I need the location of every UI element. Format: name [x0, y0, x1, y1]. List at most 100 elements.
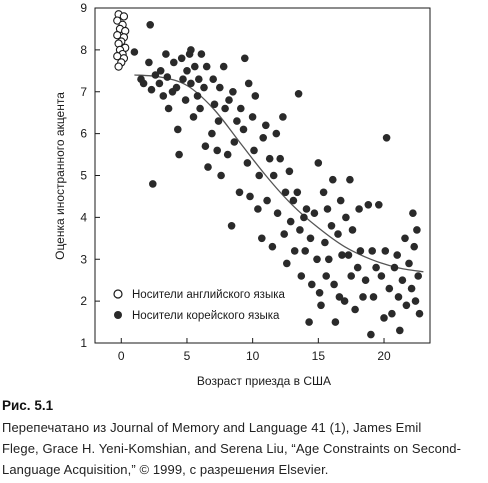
figure-label: Рис. 5.1: [2, 398, 54, 413]
korean-speaker-point: [305, 318, 313, 326]
korean-speaker-point: [259, 134, 268, 142]
korean-speaker-point: [155, 79, 164, 88]
korean-speaker-point: [213, 146, 221, 155]
korean-speaker-point: [308, 280, 316, 289]
korean-speaker-point: [272, 129, 281, 138]
x-tick-label: 15: [312, 349, 326, 363]
korean-speaker-point: [139, 79, 148, 88]
korean-speaker-point: [411, 297, 420, 305]
legend-english-label: Носители английского языка: [132, 289, 285, 301]
y-axis-ticks: 1 2 3 4 5 6 7 8 9: [80, 1, 100, 350]
korean-speaker-point: [280, 230, 289, 238]
korean-speaker-point: [273, 209, 282, 217]
korean-speaker-point: [214, 117, 223, 125]
korean-speaker-point: [269, 171, 278, 180]
korean-speaker-point: [364, 201, 373, 209]
figure-source-line-2: Flege, Grace H. Yeni-Komshian, and Seren…: [2, 441, 462, 456]
korean-speaker-point: [297, 272, 306, 280]
korean-speaker-point: [187, 46, 195, 54]
korean-speaker-point: [281, 188, 290, 197]
korean-speaker-point: [410, 242, 419, 251]
figure-source: Перепечатано из Journal of Memory and La…: [2, 417, 488, 480]
korean-speaker-point: [283, 259, 291, 268]
korean-speaker-point: [248, 113, 257, 121]
korean-speaker-point: [355, 205, 363, 213]
korean-speaker-point: [319, 188, 328, 197]
korean-speaker-point: [223, 150, 232, 159]
korean-speaker-point: [342, 213, 350, 222]
korean-speaker-point: [262, 121, 270, 130]
korean-speaker-point: [179, 75, 187, 83]
korean-speaker-point: [415, 309, 424, 318]
korean-speaker-point: [302, 205, 311, 213]
korean-speaker-point: [335, 293, 344, 301]
korean-speaker-point: [197, 50, 206, 58]
korean-speaker-point: [356, 247, 365, 255]
korean-speaker-point: [294, 90, 303, 98]
korean-speaker-point: [255, 171, 263, 180]
korean-speaker-point: [325, 255, 333, 264]
y-tick-label: 1: [80, 336, 87, 350]
korean-speaker-point: [413, 226, 421, 234]
korean-speaker-point: [162, 50, 170, 58]
korean-speaker-point: [330, 280, 338, 289]
korean-speaker-point: [331, 318, 340, 326]
korean-speaker-point: [372, 263, 380, 272]
y-tick-label: 2: [80, 294, 87, 308]
korean-speaker-point: [187, 79, 195, 88]
korean-speaker-point: [204, 163, 212, 171]
x-tick-label: 20: [377, 349, 391, 363]
korean-speaker-point: [156, 67, 165, 75]
korean-speaker-point: [202, 62, 211, 71]
korean-speaker-point: [407, 284, 416, 293]
korean-speaker-point: [174, 125, 182, 134]
korean-speaker-point: [296, 226, 304, 234]
english-speaker-point: [114, 62, 123, 71]
korean-speaker-point: [225, 96, 233, 104]
korean-speaker-point: [409, 209, 417, 217]
korean-speaker-point: [317, 301, 325, 310]
korean-speaker-point: [346, 175, 354, 184]
korean-speaker-point: [293, 188, 302, 197]
korean-speaker-point: [286, 217, 295, 226]
korean-speaker-point: [377, 272, 386, 280]
korean-speaker-point: [151, 71, 160, 79]
korean-speaker-point: [217, 171, 225, 180]
korean-speaker-point: [175, 150, 183, 159]
korean-speaker-point: [235, 188, 244, 197]
x-tick-label: 10: [246, 349, 260, 363]
korean-speaker-point: [314, 159, 323, 167]
korean-speaker-point: [216, 83, 224, 92]
korean-speaker-point: [375, 201, 383, 209]
korean-speaker-point: [251, 92, 260, 100]
korean-speaker-point: [348, 226, 357, 234]
korean-speaker-point: [147, 85, 156, 94]
korean-speaker-point: [208, 129, 216, 138]
korean-speaker-point: [219, 62, 228, 71]
korean-speaker-point: [149, 180, 157, 188]
korean-speaker-point: [254, 205, 262, 213]
korean-speaker-point: [285, 167, 294, 176]
korean-speaker-point: [237, 104, 245, 113]
korean-speaker-point: [200, 83, 208, 92]
korean-speaker-point: [170, 58, 178, 67]
korean-speaker-point: [229, 88, 237, 96]
english-speaker-point: [113, 16, 122, 25]
korean-speaker-point: [300, 213, 308, 222]
korean-speaker-point: [327, 222, 336, 230]
korean-speaker-point: [382, 134, 391, 142]
korean-speaker-point: [405, 259, 413, 268]
korean-speaker-point: [367, 330, 375, 339]
korean-speaker-point: [381, 247, 390, 255]
korean-speaker-point: [279, 113, 287, 121]
legend: Носители английского языка Носители коре…: [113, 289, 285, 322]
korean-speaker-point: [201, 142, 210, 150]
korean-speaker-point: [289, 196, 298, 205]
korean-speaker-point: [241, 54, 249, 63]
korean-speaker-point: [258, 234, 266, 243]
y-tick-label: 4: [80, 210, 87, 224]
y-axis-title: Оценка иностранного акцента: [53, 92, 67, 260]
korean-speaker-point: [351, 305, 359, 314]
korean-speaker-point: [263, 196, 271, 205]
korean-speaker-point: [340, 297, 349, 305]
